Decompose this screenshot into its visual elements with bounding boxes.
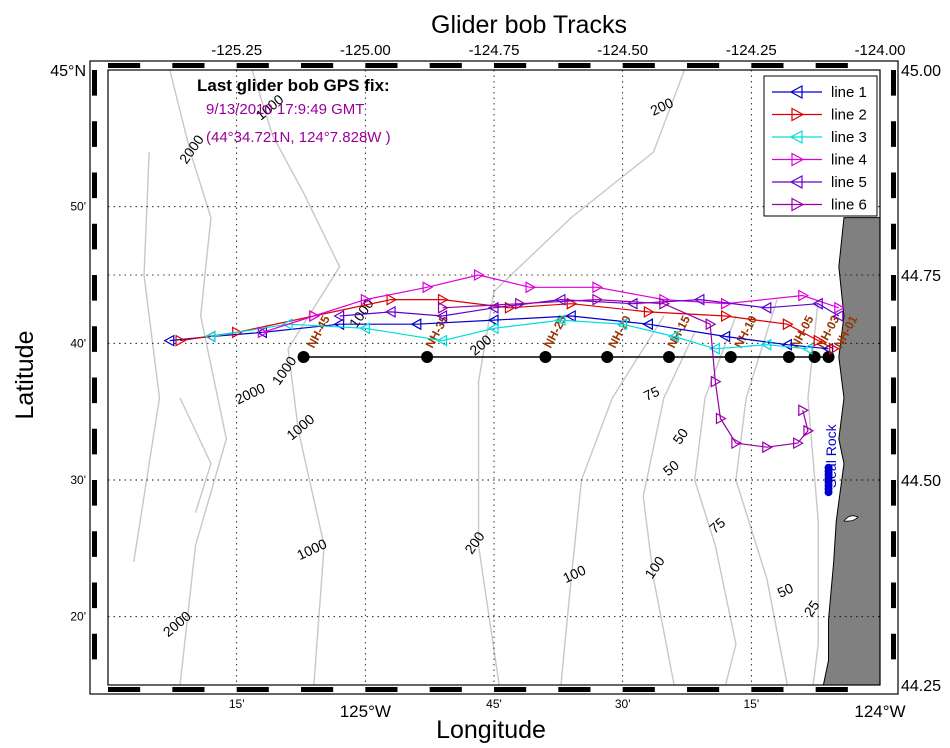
glider-track-line-5 <box>333 293 844 323</box>
station-line: NH-45 NH-35 NH-25 NH-20 NH-15 NH-10 NH-05NH-03… <box>297 313 860 363</box>
top-tick-label: -124.50 <box>597 42 648 59</box>
bottom-tick-label: 125°W <box>340 702 391 721</box>
left-tick-label: 20' <box>70 610 86 624</box>
y-axis-label: Latitude <box>11 331 39 420</box>
legend-entry <box>772 129 822 145</box>
station-marker <box>601 351 614 363</box>
legend-entry <box>772 107 822 122</box>
contour-label: 25 <box>801 597 823 619</box>
seal-rock-marker: Seal Rock <box>823 423 839 497</box>
station-marker <box>297 351 310 363</box>
contour-label: 50 <box>775 580 796 601</box>
x-axis-label: Longitude <box>436 716 546 744</box>
contour-label: 75 <box>641 383 662 404</box>
station-marker <box>421 351 434 363</box>
legend-label: line 6 <box>831 197 867 214</box>
legend-entry <box>772 197 822 212</box>
left-tick-label: 40' <box>70 336 86 350</box>
gps-fix-heading: Last glider bob GPS fix: <box>197 76 390 95</box>
seal-rock-label: Seal Rock <box>823 423 839 488</box>
legend-box <box>763 75 878 217</box>
station-label: NH-45 <box>304 313 333 350</box>
left-tick-label: 50' <box>70 200 86 214</box>
map-frame <box>89 60 899 695</box>
bottom-tick-label: 30' <box>615 697 631 711</box>
bay <box>843 515 859 522</box>
legend-entry <box>772 84 822 100</box>
contour-label: 75 <box>706 514 728 536</box>
grid-lines <box>108 70 880 685</box>
glider-tracks <box>163 268 846 454</box>
legend-entry <box>772 174 822 190</box>
right-tick-label: 44.75 <box>901 268 941 285</box>
legend-label: line 3 <box>831 129 867 146</box>
map-title: Glider bob Tracks <box>431 11 627 39</box>
left-tick-label: 30' <box>70 473 86 487</box>
gps-fix-time: 9/13/2010 17:9:49 GMT <box>206 101 364 118</box>
contour-label: 2000 <box>232 380 267 408</box>
glider-track-line-4 <box>257 268 846 339</box>
legend-entry <box>772 152 822 167</box>
station-label: NH-20 <box>605 313 634 350</box>
map-border-segments <box>92 63 896 692</box>
contour-label: 200 <box>466 331 494 358</box>
bottom-tick-label: 124°W <box>854 702 905 721</box>
contour-label: 2000 <box>176 132 207 167</box>
contour-label: 200 <box>461 528 488 556</box>
land <box>822 217 880 685</box>
station-marker <box>782 351 795 363</box>
station-marker <box>662 351 675 363</box>
contour-label: 1000 <box>294 535 329 563</box>
bottom-tick-label: 45' <box>486 697 502 711</box>
station-marker <box>539 351 552 363</box>
glider-track-line-6 <box>437 293 815 454</box>
gps-fix-position: (44°34.721N, 124°7.828W ) <box>206 129 391 146</box>
gps-fix-annotation: Last glider bob GPS fix: 9/13/2010 17:9:… <box>197 76 391 146</box>
station-marker <box>822 351 835 363</box>
contour-label: 100 <box>560 562 588 586</box>
contour-label: 50 <box>660 457 682 479</box>
axis-ticks: -125.25 -125.00 -124.75 -124.50 -124.25 -124.… <box>50 42 941 721</box>
right-tick-label: 45.00 <box>901 63 941 80</box>
top-tick-label: -124.00 <box>855 42 906 59</box>
contour-label: 200 <box>648 94 676 118</box>
right-tick-label: 44.25 <box>901 678 941 695</box>
contour-label: 100 <box>641 553 668 581</box>
top-tick-label: -125.25 <box>211 42 262 59</box>
top-tick-label: -125.00 <box>340 42 391 59</box>
left-tick-label: 45°N <box>50 63 86 80</box>
contour-label: 50 <box>669 425 691 447</box>
contour-label: 2000 <box>160 607 194 639</box>
right-tick-label: 44.50 <box>901 473 941 490</box>
legend: line 1 line 2 line 3 line 4 line 5 line 6 <box>763 75 878 217</box>
station-marker <box>724 351 737 363</box>
bottom-tick-label: 15' <box>744 697 760 711</box>
top-tick-label: -124.25 <box>726 42 777 59</box>
legend-label: line 5 <box>831 174 867 191</box>
legend-label: line 1 <box>831 84 867 101</box>
legend-label: line 4 <box>831 152 867 169</box>
bottom-tick-label: 15' <box>229 697 245 711</box>
top-tick-label: -124.75 <box>469 42 520 59</box>
glider-track-line-3 <box>204 314 813 355</box>
contour-label: 1000 <box>269 353 300 388</box>
legend-label: line 2 <box>831 107 867 124</box>
